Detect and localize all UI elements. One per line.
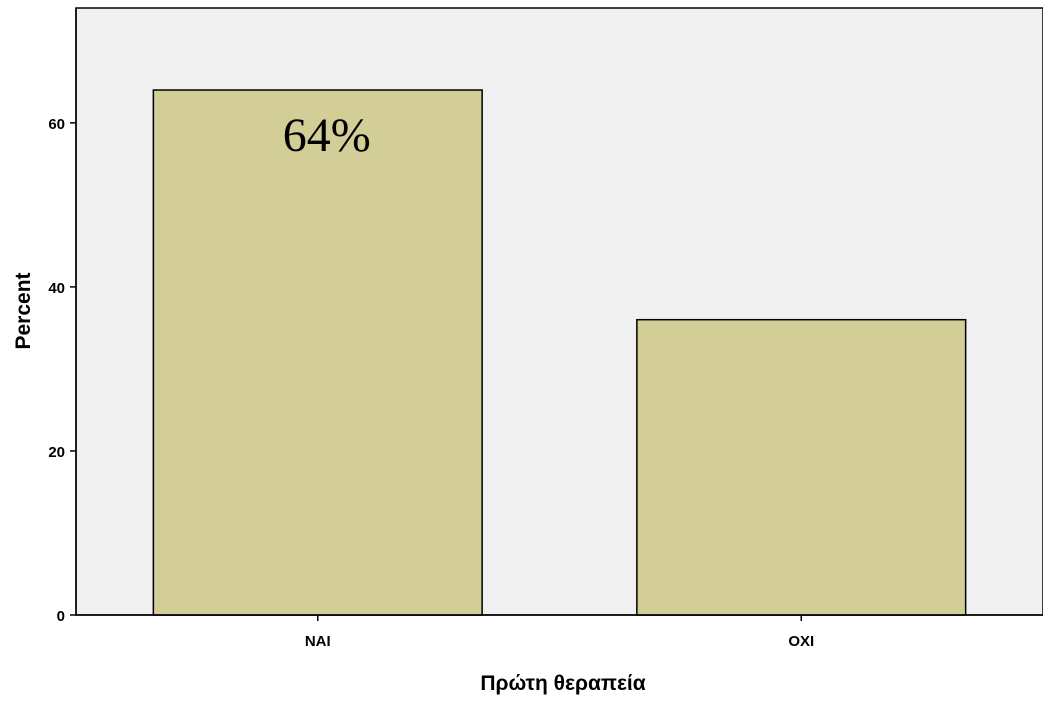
y-tick-label-20: 20 (48, 444, 65, 461)
y-ticks-group: 0 20 40 60 (48, 116, 76, 625)
x-tick-label-2: ΟΧΙ (788, 633, 814, 650)
data-labels-group: 64% (283, 109, 371, 162)
bar-1 (152, 89, 483, 616)
x-axis-title: Πρώτη θεραπεία (480, 672, 645, 695)
y-tick-label-60: 60 (48, 116, 65, 133)
y-tick-label-40: 40 (48, 280, 65, 297)
bar-2 (636, 318, 967, 616)
x-ticks-group: ΝΑΙ ΟΧΙ (305, 615, 814, 650)
y-tick-label-0: 0 (57, 608, 65, 625)
x-tick-label-1: ΝΑΙ (305, 633, 331, 650)
y-axis-title: Percent (12, 272, 35, 349)
data-label-1: 64% (283, 109, 371, 162)
